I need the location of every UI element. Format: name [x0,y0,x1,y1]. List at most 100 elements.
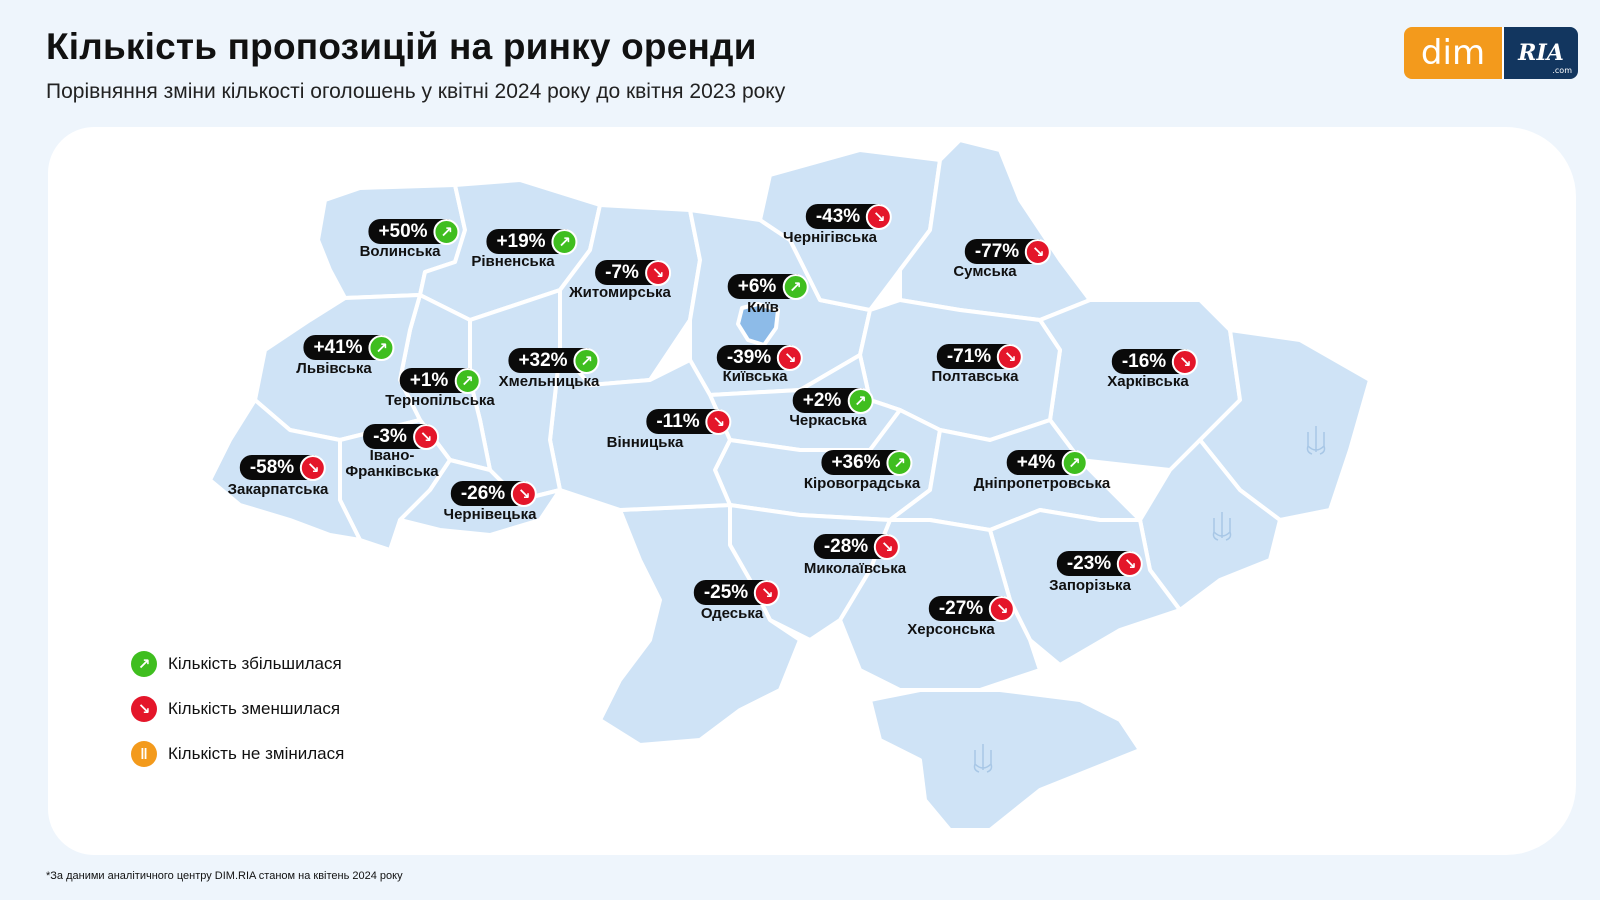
arrow-down-right-icon: ↘ [1172,348,1199,375]
region-change-badge: -25% ↘ [693,579,781,606]
region-name: Вінницька [606,434,684,451]
region-name: Закарпатська [227,481,329,498]
trident-icons [973,426,1326,773]
region-name: Київ [747,299,779,316]
region-shape-odeska [598,503,802,747]
region-name: Кіровоградська [803,475,921,492]
region-shape-kyiv-city [736,302,780,347]
region-name: Черкаська [789,412,867,429]
arrow-down-right-icon: ↘ [511,480,538,507]
change-value: -23% [1066,552,1112,574]
trident-icon [1212,512,1232,541]
change-value: -71% [946,345,992,367]
arrow-down-right-icon: ↘ [412,423,439,450]
logo-ria-suffix: .com [1552,66,1572,75]
region-name: Чернівецька [443,506,537,523]
region-shape-luhanska [1198,328,1372,522]
region-name: Дніпропетровська [973,475,1111,492]
region-change-badge: +1% ↗ [399,367,481,394]
region-change-badge: +41% ↗ [303,334,395,361]
page-subtitle: Порівняння зміни кількості оголошень у к… [46,80,786,103]
legend: ↗ Кількість збільшилася ↘ Кількість змен… [131,651,344,786]
change-value: +4% [1016,451,1056,473]
change-value: -43% [815,205,861,227]
arrow-down-right-icon: ↘ [989,595,1016,622]
dim-ria-logo: dim RIA .com [1404,27,1578,79]
region-change-badge: -16% ↘ [1111,348,1199,375]
region-change-badge: +19% ↗ [486,228,578,255]
arrow-up-right-icon: ↗ [573,347,600,374]
region-name: Одеська [700,605,764,622]
region-name: Тернопільська [385,392,495,409]
region-change-badge: -58% ↘ [239,454,327,481]
region-change-badge: +6% ↗ [727,273,809,300]
change-value: -3% [373,425,407,447]
arrow-up-right-icon: ↗ [433,218,460,245]
region-change-badge: +2% ↗ [792,387,874,414]
region-change-badge: -43% ↘ [805,203,893,230]
region-name: Волинська [359,243,441,260]
region-change-badge: -23% ↘ [1056,550,1144,577]
logo-dim-text: dim [1404,27,1502,79]
arrow-down-right-icon: ↘ [874,533,901,560]
page-title: Кількість пропозицій на ринку оренди [46,26,757,67]
region-name: Сумська [953,263,1017,280]
change-value: +41% [313,336,363,358]
arrow-down-right-icon: ↘ [777,344,804,371]
region-name: Житомирська [569,284,671,301]
arrow-up-right-icon: ↗ [886,449,913,476]
region-shape-crimea [868,688,1142,832]
arrow-down-right-icon: ↘ [1117,550,1144,577]
change-value: +36% [831,451,881,473]
change-value: +50% [378,220,428,242]
arrow-up-right-icon: ↗ [782,273,809,300]
region-change-badge: -77% ↘ [964,238,1052,265]
region-name: Херсонська [907,621,995,638]
change-value: +32% [518,349,568,371]
change-value: -39% [726,346,772,368]
region-name: Полтавська [931,368,1019,385]
arrow-up-right-icon: ↗ [1061,449,1088,476]
region-name: Запорізька [1049,577,1131,594]
arrow-down-right-icon: ↘ [644,259,671,286]
logo-ria-word: RIA [1518,40,1564,66]
arrow-down-right-icon: ↘ [300,454,327,481]
region-name: Рівненська [471,253,555,270]
legend-label: Кількість збільшилася [168,654,342,673]
region-change-badge: +50% ↗ [368,218,460,245]
change-value: -77% [974,240,1020,262]
legend-item-decrease: ↘ Кількість зменшилася [131,696,344,722]
change-value: -58% [249,456,295,478]
legend-item-increase: ↗ Кількість збільшилася [131,651,344,677]
change-value: +6% [737,275,777,297]
change-value: +1% [409,369,449,391]
change-value: -28% [823,535,869,557]
region-change-badge: -11% ↘ [646,408,732,435]
trident-icon [1306,426,1326,455]
region-name: Хмельницька [498,373,600,390]
region-change-badge: -7% ↘ [595,259,671,286]
change-value: -16% [1121,350,1167,372]
region-name: Чернігівська [783,229,877,246]
arrow-down-right-icon: ↘ [754,579,781,606]
region-change-badge: -3% ↘ [363,423,439,450]
arrow-up-right-icon: ↗ [551,228,578,255]
region-change-badge: +4% ↗ [1006,449,1088,476]
region-name: Харківська [1107,373,1189,390]
change-value: -11% [656,410,700,432]
arrow-down-right-icon: ↘ [705,408,732,435]
arrow-down-right-icon: ↘ [866,203,893,230]
change-value: -27% [938,597,984,619]
arrow-up-right-icon: ↗ [131,651,157,677]
arrow-up-right-icon: ↗ [368,334,395,361]
logo-ria-text: RIA .com [1502,27,1578,79]
arrow-up-right-icon: ↗ [454,367,481,394]
arrow-up-right-icon: ↗ [847,387,874,414]
legend-label: Кількість зменшилася [168,699,341,718]
trident-icon [973,744,993,773]
region-name: Миколаївська [803,560,907,577]
change-value: -7% [605,261,639,283]
region-change-badge: -39% ↘ [716,344,804,371]
arrow-down-right-icon: ↘ [997,343,1024,370]
